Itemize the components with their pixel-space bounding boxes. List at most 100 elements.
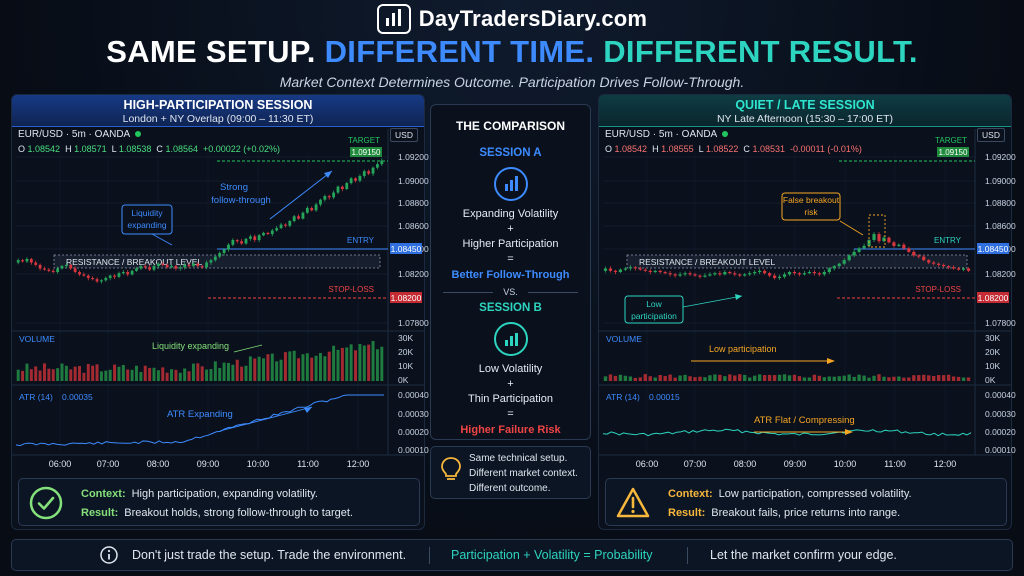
volume-bar [653, 377, 657, 381]
session-b-result: Higher Failure Risk [460, 424, 561, 436]
volume-bar [69, 369, 73, 381]
volume-bar [633, 377, 638, 381]
candle [902, 244, 906, 249]
candle [812, 272, 816, 274]
volume-tick: 0K [985, 375, 996, 385]
volume-bar [283, 352, 287, 381]
volume-bar [218, 367, 222, 381]
volume-bar [95, 364, 99, 381]
candle [897, 244, 901, 246]
volume-bar [345, 347, 349, 381]
candle [922, 256, 926, 261]
currency-selector[interactable]: USD [390, 128, 418, 142]
candle [376, 164, 379, 168]
candle [297, 216, 300, 219]
volume-bar [288, 351, 292, 381]
entry-label: ENTRY [934, 236, 962, 245]
arrow-head [735, 294, 742, 300]
volume-bar [757, 374, 762, 381]
volume-bar [907, 377, 911, 381]
tip-box: Same technical setup. Different market c… [430, 446, 591, 499]
candle [327, 196, 331, 198]
y-tick-label: 1.09200 [985, 152, 1016, 162]
open-value: 1.08542 [27, 144, 61, 154]
atr-line [602, 428, 972, 437]
candle [782, 274, 787, 277]
volume-bar [892, 376, 896, 381]
x-tick-label: 09:00 [197, 459, 220, 469]
candle [148, 267, 152, 270]
volume-bar [936, 375, 941, 381]
volume-bar [802, 377, 807, 381]
candle [165, 264, 169, 268]
volume-bar [196, 363, 200, 381]
panel-title: HIGH-PARTICIPATION SESSION [123, 98, 313, 112]
volume-bar [678, 375, 682, 381]
x-tick-label: 09:00 [784, 459, 807, 469]
volume-bar [643, 374, 647, 381]
volume-bar [47, 368, 51, 381]
volume-bar [787, 375, 792, 381]
volume-label: VOLUME [19, 334, 55, 344]
volume-bar [951, 376, 956, 381]
volume-bar [362, 345, 366, 381]
callout-low-participation-2: participation [631, 311, 677, 321]
volume-bar [117, 366, 121, 381]
volume-bar [358, 343, 362, 381]
candle [723, 272, 727, 275]
stop-loss-label: STOP-LOSS [328, 285, 374, 294]
atr-annotation: ATR Flat / Compressing [754, 415, 855, 426]
volume-tick: 0K [398, 375, 409, 385]
low-label: L [698, 144, 704, 154]
candle [628, 267, 632, 269]
volume-bar [323, 356, 327, 381]
panel-title: QUIET / LATE SESSION [735, 98, 875, 112]
volume-bar [310, 357, 314, 381]
volume-bar [852, 376, 856, 381]
candle [658, 270, 662, 273]
panel-subtitle: NY Late Afternoon (15:30 – 17:00 ET) [716, 113, 894, 125]
comparison-card: THE COMPARISON SESSION A Expanding Volat… [430, 104, 591, 440]
candle [64, 264, 68, 267]
ohlc-readout: O 1.08542 H 1.08571 L 1.08538 C 1.08564 … [18, 144, 280, 154]
candle [832, 266, 836, 269]
volume-bar [29, 369, 33, 381]
entry-label: ENTRY [347, 236, 375, 245]
candle [623, 268, 627, 270]
y-tick-label: 1.09200 [398, 152, 429, 162]
candle [961, 268, 966, 270]
candle [937, 263, 941, 265]
currency-selector[interactable]: USD [977, 128, 1005, 142]
price-chart-left[interactable]: 1.092001.090001.088001.086001.084001.082… [12, 95, 429, 469]
candle [753, 272, 757, 274]
volume-bar [767, 374, 772, 381]
candle [668, 273, 672, 275]
false-breakout-zone [868, 214, 886, 248]
volume-bar [56, 368, 60, 381]
footer-divider [687, 547, 688, 564]
price-chart-right[interactable]: 1.092001.090001.088001.086001.084001.082… [599, 95, 1016, 469]
close-label: C [743, 144, 750, 154]
volume-bar [51, 369, 55, 381]
result-label: Result: [668, 507, 706, 519]
candle [857, 248, 861, 252]
candle [733, 273, 737, 275]
live-status-dot [722, 131, 729, 138]
symbol-text: EUR/USD · 5m · OANDA [18, 129, 131, 140]
volume-bar [108, 369, 112, 381]
candle [638, 268, 642, 270]
volume-bar [148, 367, 152, 381]
callout-liquidity-1: Liquidity [131, 208, 163, 218]
headline-part-3: DIFFERENT RESULT. [603, 34, 918, 69]
candle [183, 264, 187, 268]
candle [942, 264, 946, 267]
x-tick-label: 10:00 [834, 459, 857, 469]
candle [777, 276, 782, 278]
volume-tick: 10K [398, 361, 413, 371]
candle [130, 270, 134, 275]
candle [288, 221, 292, 226]
result-label: Result: [81, 507, 119, 519]
candle [663, 272, 667, 274]
candle [29, 258, 33, 263]
result-text: Breakout holds, strong follow-through to… [124, 507, 353, 519]
